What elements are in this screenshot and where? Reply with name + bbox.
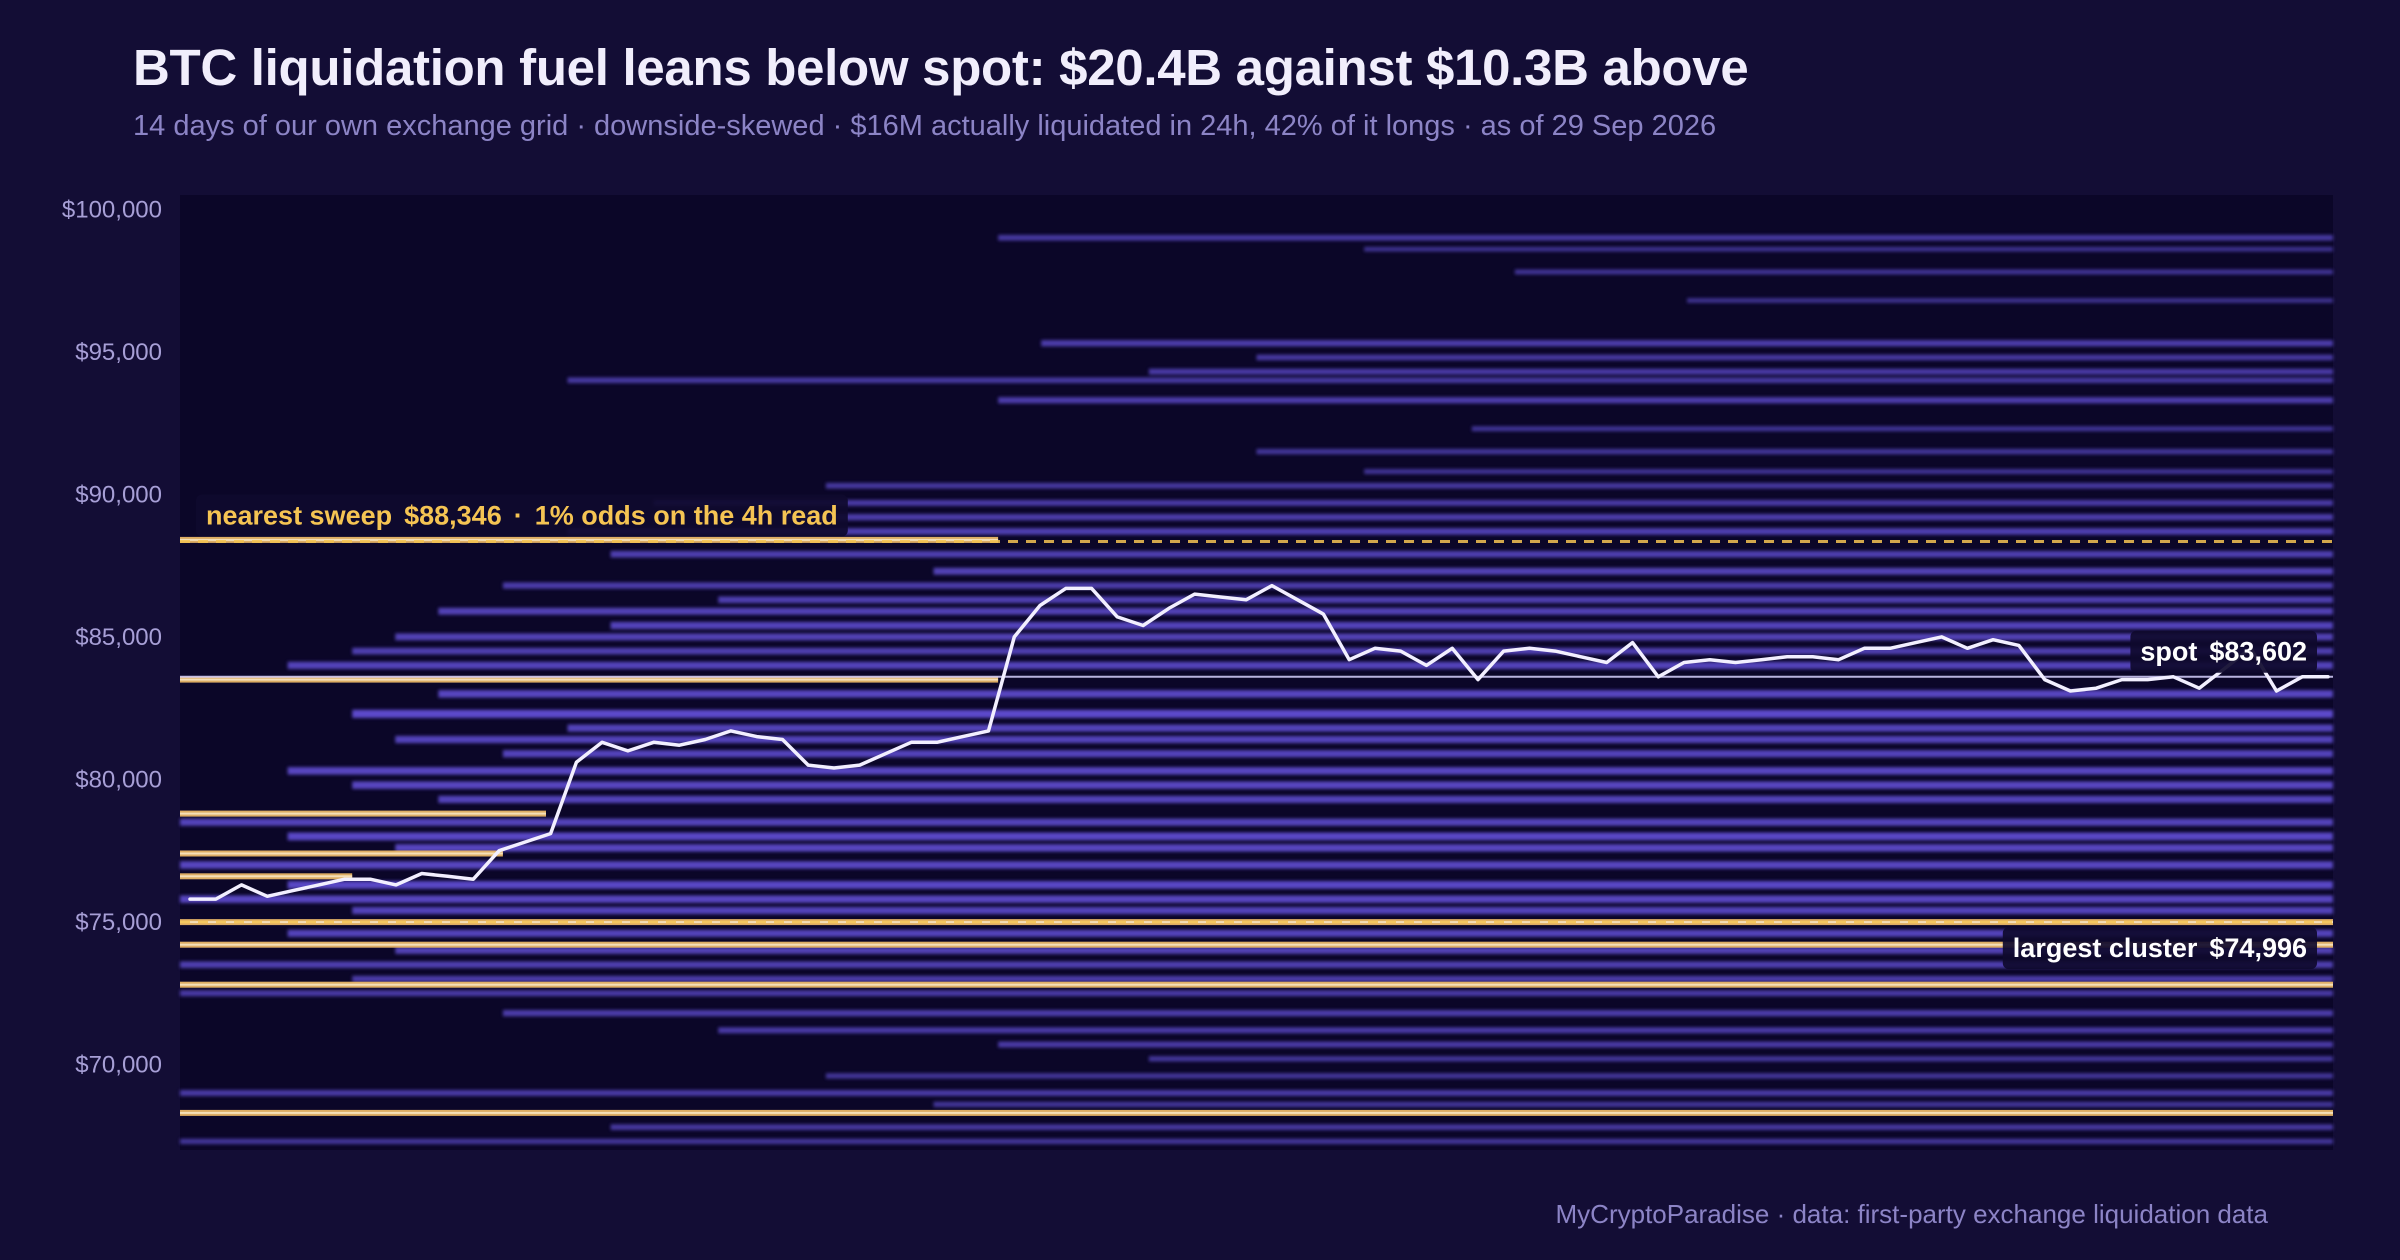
liquidation-band-7 [567, 377, 2334, 384]
liquidation-band-41 [395, 947, 2333, 954]
y-tick-label: $70,000 [75, 1052, 162, 1079]
y-tick-label: $85,000 [75, 624, 162, 651]
y-tick-label: $80,000 [75, 766, 162, 793]
liquidation-band-50 [180, 1090, 2333, 1096]
liquidation-band-52 [610, 1124, 2333, 1130]
liquidation-band-39 [352, 906, 2334, 915]
liquidation-band-24 [287, 661, 2333, 669]
liquidation-band-42 [180, 961, 2333, 968]
liquidation-band-43 [352, 975, 2334, 983]
liquidation-band-48 [1148, 1056, 2334, 1062]
sweep-label-box [196, 494, 848, 537]
liquidation-band-6 [1148, 368, 2334, 375]
liquidation-band-2 [1514, 269, 2333, 275]
liquidation-band-19 [718, 596, 2334, 604]
liquidation-band-3 [1687, 298, 2333, 303]
liquidation-band-10 [1256, 448, 2333, 455]
footer-credit: MyCryptoParadise · data: first-party exc… [1555, 1199, 2268, 1229]
cluster-label-name: largest cluster [2013, 933, 2198, 963]
liquidation-band-18 [502, 582, 2333, 589]
liquidation-band-51 [933, 1101, 2334, 1108]
liquidation-band-14 [782, 514, 2334, 521]
highlight-band-core-8 [180, 1111, 2333, 1114]
liquidation-band-1 [1364, 246, 2333, 252]
highlight-band-core-3 [180, 852, 503, 855]
sweep-annotation: nearest sweep $88,346 · 1% odds on the 4h r… [196, 494, 848, 537]
liquidation-band-33 [180, 818, 2333, 826]
liquidation-band-32 [438, 795, 2333, 803]
sweep-label: nearest sweep $88,346 · 1% odds on the 4h r… [206, 500, 838, 530]
highlight-band-core-5 [180, 921, 2333, 924]
y-tick-label: $90,000 [75, 481, 162, 508]
liquidation-band-29 [502, 750, 2333, 758]
liquidation-band-9 [1471, 426, 2333, 432]
y-tick-label: $75,000 [75, 909, 162, 936]
liquidation-band-34 [287, 832, 2333, 841]
chart-title: BTC liquidation fuel leans below spot: $… [133, 39, 1749, 96]
liquidation-band-45 [502, 1010, 2333, 1017]
liquidation-band-20 [438, 607, 2333, 615]
liquidation-band-25 [438, 690, 2333, 698]
liquidation-band-4 [1041, 340, 2333, 347]
liquidation-band-12 [825, 482, 2333, 489]
chart-subtitle: 14 days of our own exchange grid · downs… [133, 110, 1717, 142]
highlight-band-core-4 [180, 875, 353, 878]
sweep-label-note: 1% odds on the 4h read [535, 500, 838, 530]
spot-label: spot $83,602 [2140, 637, 2307, 667]
sweep-label-separator: · [514, 500, 523, 530]
liquidation-band-22 [395, 633, 2333, 641]
liquidation-band-8 [998, 397, 2334, 404]
cluster-annotation: largest cluster $74,996 [2002, 927, 2317, 970]
sweep-label-name: nearest sweep [206, 500, 392, 530]
liquidation-band-21 [610, 621, 2333, 630]
highlight-bands [180, 536, 2333, 1116]
liquidation-band-36 [180, 861, 2333, 869]
liquidation-band-0 [998, 234, 2334, 241]
liquidation-band-16 [610, 550, 2333, 558]
y-tick-label: $95,000 [75, 339, 162, 366]
liquidation-band-46 [718, 1027, 2334, 1034]
spot-label-name: spot [2140, 637, 2197, 667]
spot-annotation: spot $83,602 [2130, 630, 2317, 673]
liquidation-band-5 [1256, 354, 2333, 361]
cluster-label-value: $74,996 [2209, 933, 2307, 963]
liquidation-band-17 [933, 567, 2334, 575]
liquidation-band-15 [567, 528, 2334, 535]
plot-area [180, 195, 2333, 1150]
cluster-label: largest cluster $74,996 [2013, 933, 2307, 963]
liquidation-band-31 [352, 781, 2334, 789]
highlight-band-core-7 [180, 983, 2333, 986]
btc-price-line [188, 583, 2330, 901]
y-tick-label: $100,000 [62, 196, 162, 223]
y-axis-ticks: $70,000 $75,000 $80,000 $85,000 $90,000 $95,0… [62, 196, 162, 1078]
liquidation-band-26 [352, 709, 2334, 718]
liquidation-band-53 [180, 1138, 2333, 1145]
liquidation-band-35 [395, 844, 2333, 852]
liquidation-band-30 [287, 767, 2333, 775]
cluster-label-box [2002, 927, 2317, 970]
liquidation-band-47 [998, 1041, 2334, 1048]
liquidation-band-44 [180, 990, 2333, 997]
sweep-label-value: $88,346 [404, 500, 502, 530]
liquidation-band-49 [825, 1073, 2333, 1079]
highlight-band-core-0 [180, 538, 999, 541]
liquidation-band-28 [395, 735, 2333, 744]
spot-label-value: $83,602 [2209, 637, 2307, 667]
spot-label-box [2130, 630, 2317, 673]
liquidation-band-38 [180, 895, 2333, 903]
liquidation-band-27 [567, 724, 2334, 732]
liquidation-band-11 [1364, 469, 2333, 475]
liquidation-band-40 [287, 929, 2333, 937]
liquidation-band-37 [287, 881, 2333, 889]
highlight-band-core-1 [180, 678, 999, 681]
liquidation-band-13 [653, 499, 2333, 506]
highlight-band-core-2 [180, 812, 546, 815]
highlight-band-core-6 [180, 943, 2333, 946]
